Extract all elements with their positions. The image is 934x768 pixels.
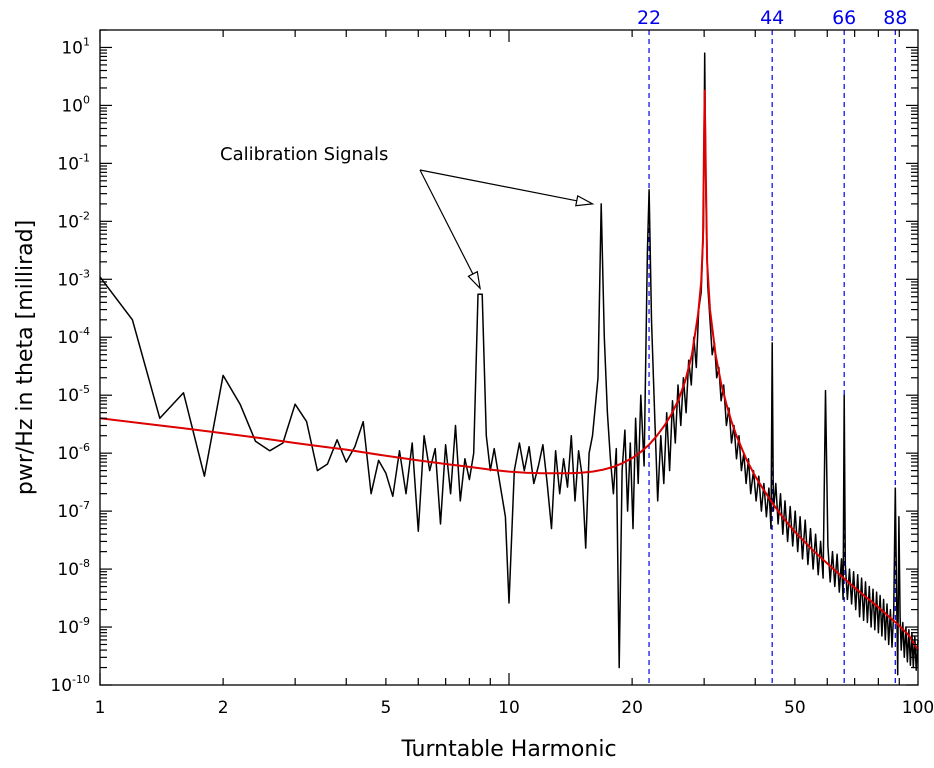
annotation-arrow-head xyxy=(575,194,595,207)
y-axis-title: pwr/Hz in theta [millirad] xyxy=(13,220,38,495)
y-tick-label: 10-9 xyxy=(57,615,90,638)
annotation-text: Calibration Signals xyxy=(220,144,388,165)
vertical-reference-lines: 22 44 66 88 xyxy=(637,7,907,685)
y-tick-label: 10-5 xyxy=(57,383,90,406)
annotation-arrow-line xyxy=(419,169,577,202)
x-tick-label: 2 xyxy=(218,698,229,718)
annotation-arrow-line xyxy=(419,169,474,275)
y-tick-label: 10-2 xyxy=(57,209,90,232)
y-tick-label: 100 xyxy=(61,93,90,116)
data-series xyxy=(99,52,919,676)
annotation-arrow-head xyxy=(467,270,482,291)
y-tick-label: 101 xyxy=(61,35,90,58)
y-tick-label: 10-3 xyxy=(57,267,90,290)
x-axis-ticks: 1 2 5 10 20 50 100 xyxy=(95,30,934,718)
harmonic-label-22: 22 xyxy=(637,7,661,29)
y-tick-label: 10-4 xyxy=(57,325,90,348)
calibration-annotation: Calibration Signals xyxy=(220,144,595,291)
harmonic-label-88: 88 xyxy=(883,7,907,29)
y-tick-label: 10-7 xyxy=(57,499,90,522)
harmonic-label-44: 44 xyxy=(760,7,784,29)
x-tick-label: 5 xyxy=(380,698,391,718)
y-tick-label: 10-10 xyxy=(50,673,90,696)
x-tick-label: 100 xyxy=(902,698,934,718)
series-fit-line xyxy=(99,89,919,651)
y-tick-label: 10-1 xyxy=(57,151,90,174)
x-tick-label: 1 xyxy=(95,698,106,718)
y-tick-label: 10-6 xyxy=(57,441,90,464)
x-axis-title: Turntable Harmonic xyxy=(400,737,616,762)
y-tick-label: 10-8 xyxy=(57,557,90,580)
x-tick-label: 20 xyxy=(621,698,643,718)
harmonic-label-66: 66 xyxy=(832,7,856,29)
x-tick-label: 50 xyxy=(784,698,806,718)
y-axis-ticks: 10-10 10-9 10-8 10-7 10-6 10-5 10-4 10-3 10-2 10-… xyxy=(50,29,918,696)
x-tick-label: 10 xyxy=(498,698,520,718)
